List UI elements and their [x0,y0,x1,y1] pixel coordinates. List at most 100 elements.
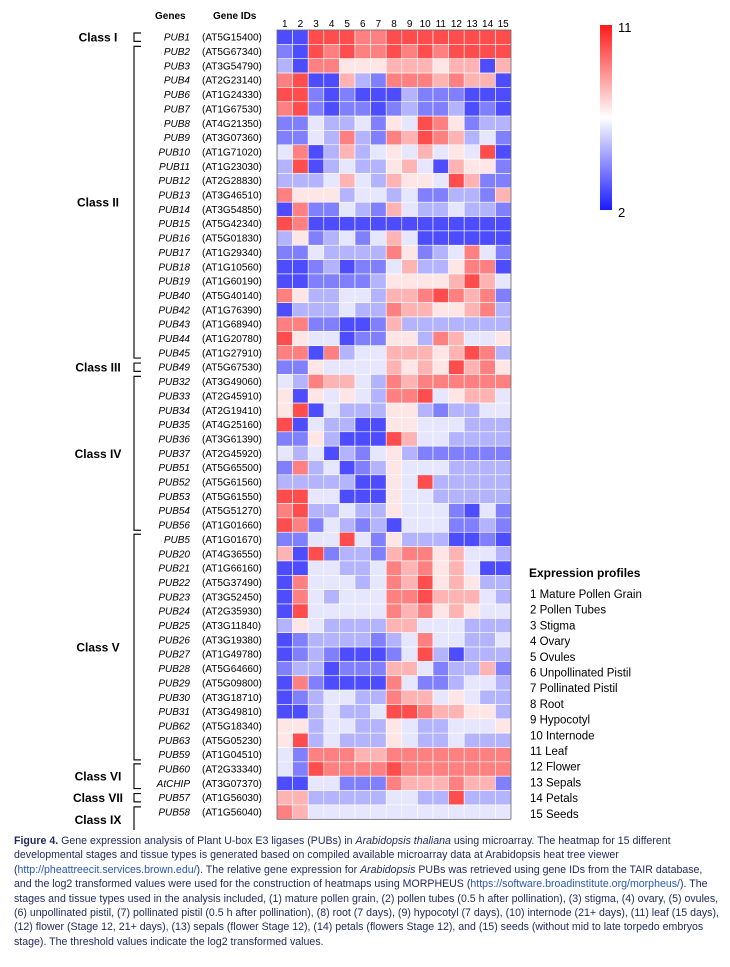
column-label: 15 [498,19,510,30]
heatmap-cell [417,388,434,404]
heatmap-cell [370,747,387,763]
heatmap-cell [339,158,356,174]
heatmap-cell [276,144,293,160]
heatmap-cell [339,417,356,433]
heatmap-cell [417,517,434,533]
gene-name: PUB12 [158,176,190,187]
heatmap-cell [370,718,387,734]
heatmap-cell [292,445,309,461]
heatmap-cell [432,804,449,820]
heatmap-cell [401,560,418,576]
heatmap-cell [292,44,309,59]
heatmap-cell [401,359,418,375]
heatmap-cell [276,58,293,74]
heatmap-cell [401,302,418,318]
heatmap-cell [292,402,309,418]
heatmap-cell [370,417,387,433]
heatmap-cell [292,503,309,519]
gene-name: PUB32 [158,377,190,388]
heatmap-cell [401,661,418,677]
heatmap-cell [385,273,403,289]
caption-text-3: ). The relative gene expression for [196,863,361,876]
heatmap-cell [339,517,356,533]
heatmap-cell [417,230,434,246]
heatmap-cell [276,661,293,677]
heatmap-cell [307,201,325,217]
colorbar-max-label: 11 [618,20,632,35]
heatmap-cell [463,302,481,318]
gene-id: (AT3G07370) [202,779,262,790]
heatmap-cell [385,201,403,217]
heatmap-cell [495,158,512,174]
heatmap-cell [370,775,387,791]
heatmap-cell [323,144,340,160]
heatmap-cell [401,187,418,203]
heatmap-cell [323,115,340,131]
heatmap-cell [385,603,403,619]
heatmap-cell [432,115,449,131]
heatmap-cell [339,503,356,519]
heatmap-cell [448,87,465,103]
heatmap-cell [354,689,371,705]
heatmap-cell [385,402,403,418]
heatmap-cell [292,761,309,777]
column-label: 13 [466,19,478,30]
heatmap-cell [354,790,371,806]
heatmap-cell [432,445,449,461]
heatmap-cell [354,517,371,533]
heatmap-cell [292,790,309,806]
heatmap-cell [276,230,293,246]
heat-tree-viewer-link[interactable]: http://pheattreecit.services.brown.edu/ [17,863,197,876]
heatmap-cell [354,402,371,418]
gene-name: PUB24 [158,607,190,618]
heatmap-cell [354,101,371,117]
heatmap-cell [339,804,356,820]
heatmap-cell [292,230,309,246]
gene-id: (AT5G18340) [202,721,262,732]
heatmap-cell [323,790,340,806]
heatmap-cell [370,531,387,547]
legend-item: 11 Leaf [530,746,568,758]
heatmap-cell [417,646,434,662]
heatmap-cell [463,560,481,576]
heatmap-cell [432,158,449,174]
heatmap-cell [323,603,340,619]
heatmap-cell [370,675,387,691]
heatmap-cell [354,359,371,375]
heatmap-cell [307,216,325,232]
heatmap-cell [323,101,340,117]
heatmap-cell [370,287,387,303]
heatmap-cell [448,531,465,547]
heatmap-cell [495,460,512,476]
heatmap-cell [385,158,403,174]
heatmap-cell [495,316,512,332]
heatmap-cell [432,388,449,404]
heatmap-cell [323,704,340,720]
heatmap-cell [370,646,387,662]
heatmap-cell [448,503,465,519]
heatmap-cell [354,87,371,103]
heatmap-cell [417,632,434,648]
heatmap-cell [292,603,309,619]
gene-id: (AT5G05230) [202,736,262,747]
caption-species: Arabidopsis thaliana [355,835,451,847]
heatmap-cell [495,201,512,217]
morpheus-link[interactable]: https://software.broadinstitute.org/morp… [470,878,680,891]
heatmap-cell [370,689,387,705]
heatmap-cell [339,661,356,677]
heatmap-cell [370,130,387,146]
column-label: 6 [360,19,366,30]
heatmap-cell [448,187,465,203]
gene-name: PUB30 [158,693,190,704]
heatmap-cell [323,632,340,648]
heatmap-cell [448,359,465,375]
heatmap-cell [276,589,293,605]
heatmap-cell [432,359,449,375]
heatmap-cell [339,718,356,734]
gene-id: (AT1G04510) [202,750,262,761]
heatmap-cell [307,761,325,777]
heatmap-cell [339,775,356,791]
heatmap-cell [432,302,449,318]
heatmap-cell [307,417,325,433]
heatmap-cell [385,661,403,677]
